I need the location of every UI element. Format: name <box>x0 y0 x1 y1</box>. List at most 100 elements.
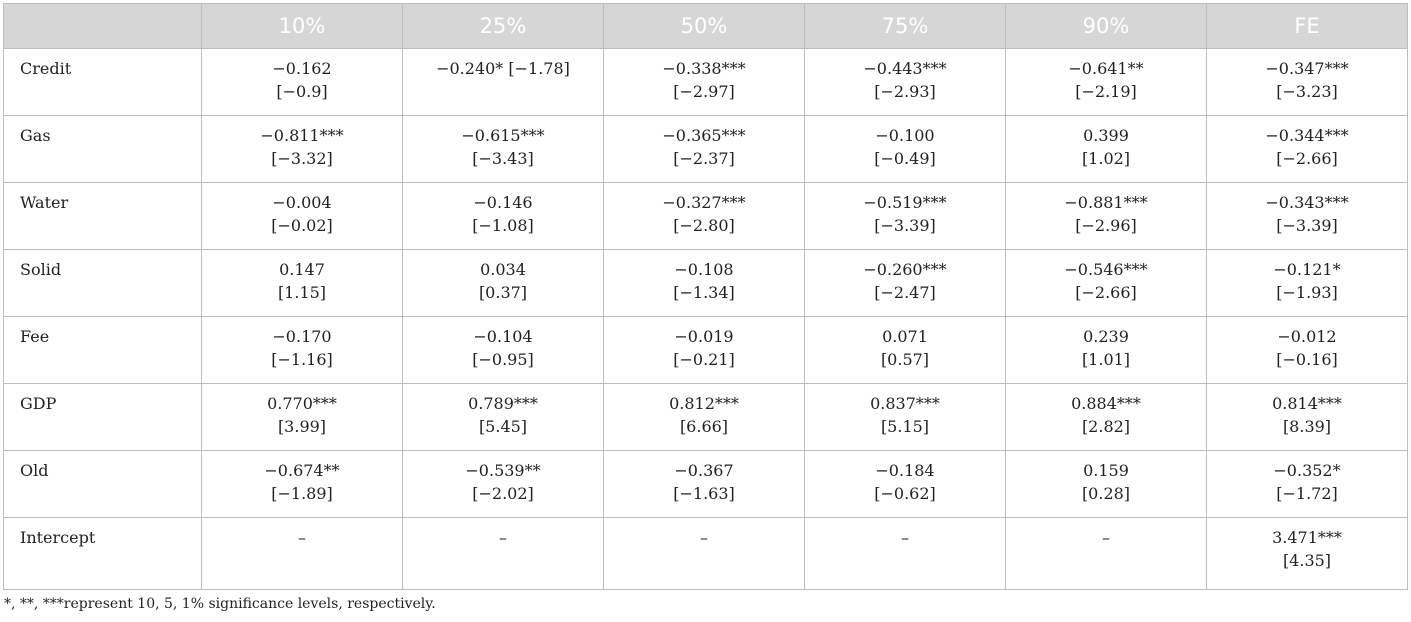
coefficient: −0.519*** <box>863 193 947 212</box>
t-statistic: [1.01] <box>1081 350 1131 369</box>
coefficient: −0.019 <box>674 327 734 346</box>
t-statistic: [−1.08] <box>472 216 534 235</box>
header-variable <box>3 3 202 49</box>
t-statistic: [−2.66] <box>1276 149 1338 168</box>
coefficient: 0.147 <box>279 260 325 279</box>
coefficient: – <box>700 528 708 547</box>
coefficient: −0.240* [−1.78] <box>436 59 570 78</box>
t-statistic: [−0.95] <box>472 350 534 369</box>
table-cell: −0.240* [−1.78] <box>402 48 604 116</box>
coefficient: −0.146 <box>473 193 533 212</box>
t-statistic: [−1.72] <box>1276 484 1338 503</box>
table-cell: −0.539** [−2.02] <box>402 450 604 518</box>
t-statistic: [−1.34] <box>673 283 735 302</box>
table-cell: −0.352* [−1.72] <box>1206 450 1408 518</box>
t-statistic: [−1.89] <box>271 484 333 503</box>
t-statistic: [−2.47] <box>874 283 936 302</box>
table-footnote: *, **, ***represent 10, 5, 1% significan… <box>4 596 436 612</box>
coefficient: −0.108 <box>674 260 734 279</box>
coefficient: −0.367 <box>674 461 734 480</box>
t-statistic: [0.57] <box>880 350 930 369</box>
coefficient: −0.352* <box>1273 461 1341 480</box>
coefficient: −0.344*** <box>1265 126 1349 145</box>
table-cell: −0.004 [−0.02] <box>201 182 403 250</box>
coefficient: −0.170 <box>272 327 332 346</box>
t-statistic: [−3.32] <box>271 149 333 168</box>
table-cell: −0.327*** [−2.80] <box>603 182 805 250</box>
table-cell: – <box>201 517 403 590</box>
coefficient: −0.365*** <box>662 126 746 145</box>
results-table: 10% 25% 50% 75% 90% FE Credit −0.162 [−0.… <box>3 3 1408 590</box>
coefficient: – <box>1102 528 1110 547</box>
table-cell: −0.546*** [−2.66] <box>1005 249 1207 317</box>
table-cell: −0.146 [−1.08] <box>402 182 604 250</box>
table-cell: −0.184 [−0.62] <box>804 450 1006 518</box>
t-statistic: [8.39] <box>1282 417 1332 436</box>
table-cell: −0.104 [−0.95] <box>402 316 604 384</box>
coefficient: −0.184 <box>875 461 935 480</box>
table-header: 10% 25% 50% 75% 90% FE <box>3 3 1408 49</box>
coefficient: 0.239 <box>1083 327 1129 346</box>
coefficient: – <box>499 528 507 547</box>
table-cell: 0.034 [0.37] <box>402 249 604 317</box>
coefficient: −0.811*** <box>260 126 344 145</box>
table-cell: −0.615*** [−3.43] <box>402 115 604 183</box>
row-label: Water <box>3 182 202 250</box>
t-statistic: [−2.66] <box>1075 283 1137 302</box>
table-cell: −0.338*** [−2.97] <box>603 48 805 116</box>
table-cell: −0.343*** [−3.39] <box>1206 182 1408 250</box>
coefficient: 0.034 <box>480 260 526 279</box>
t-statistic: [−0.16] <box>1276 350 1338 369</box>
table-row: Old −0.674** [−1.89] −0.539** [−2.02] −0.3… <box>3 450 1408 518</box>
table-cell: −0.811*** [−3.32] <box>201 115 403 183</box>
coefficient: 0.884*** <box>1071 394 1141 413</box>
t-statistic: [−3.23] <box>1276 82 1338 101</box>
table-cell: – <box>1005 517 1207 590</box>
row-label: Solid <box>3 249 202 317</box>
table-cell: 0.789*** [5.45] <box>402 383 604 451</box>
t-statistic: [1.02] <box>1081 149 1131 168</box>
coefficient: 0.812*** <box>669 394 739 413</box>
table-cell: −0.121* [−1.93] <box>1206 249 1408 317</box>
row-label: Intercept <box>3 517 202 590</box>
coefficient: −0.260*** <box>863 260 947 279</box>
table-cell: −0.674** [−1.89] <box>201 450 403 518</box>
coefficient: – <box>901 528 909 547</box>
table-cell: – <box>402 517 604 590</box>
t-statistic: [−3.39] <box>1276 216 1338 235</box>
coefficient: −0.100 <box>875 126 935 145</box>
coefficient: −0.881*** <box>1064 193 1148 212</box>
t-statistic: [−0.49] <box>874 149 936 168</box>
t-statistic: [6.66] <box>679 417 729 436</box>
coefficient: −0.343*** <box>1265 193 1349 212</box>
t-statistic: [−2.96] <box>1075 216 1137 235</box>
row-label: Old <box>3 450 202 518</box>
table-cell: 0.399 [1.02] <box>1005 115 1207 183</box>
coefficient: −0.012 <box>1277 327 1337 346</box>
table-cell: – <box>603 517 805 590</box>
header-q25: 25% <box>402 3 604 49</box>
t-statistic: [−0.62] <box>874 484 936 503</box>
t-statistic: [−1.93] <box>1276 283 1338 302</box>
coefficient: 0.814*** <box>1272 394 1342 413</box>
table-cell: −0.260*** [−2.47] <box>804 249 1006 317</box>
table-cell: 0.812*** [6.66] <box>603 383 805 451</box>
table-row: Solid 0.147 [1.15] 0.034 [0.37] −0.108 [−1.… <box>3 249 1408 317</box>
table-cell: 0.239 [1.01] <box>1005 316 1207 384</box>
table-row: Fee −0.170 [−1.16] −0.104 [−0.95] −0.019 [−… <box>3 316 1408 384</box>
coefficient: −0.347*** <box>1265 59 1349 78</box>
t-statistic: [−3.39] <box>874 216 936 235</box>
t-statistic: [0.28] <box>1081 484 1131 503</box>
t-statistic: [5.45] <box>478 417 528 436</box>
t-statistic: [1.15] <box>277 283 327 302</box>
table-cell: −0.881*** [−2.96] <box>1005 182 1207 250</box>
t-statistic: [5.15] <box>880 417 930 436</box>
header-q90: 90% <box>1005 3 1207 49</box>
table-cell: 3.471*** [4.35] <box>1206 517 1408 590</box>
table-cell: −0.100 [−0.49] <box>804 115 1006 183</box>
table-cell: −0.108 [−1.34] <box>603 249 805 317</box>
coefficient: −0.546*** <box>1064 260 1148 279</box>
coefficient: −0.104 <box>473 327 533 346</box>
table-row: Credit −0.162 [−0.9] −0.240* [−1.78] −0.3… <box>3 48 1408 116</box>
table-cell: 0.884*** [2.82] <box>1005 383 1207 451</box>
